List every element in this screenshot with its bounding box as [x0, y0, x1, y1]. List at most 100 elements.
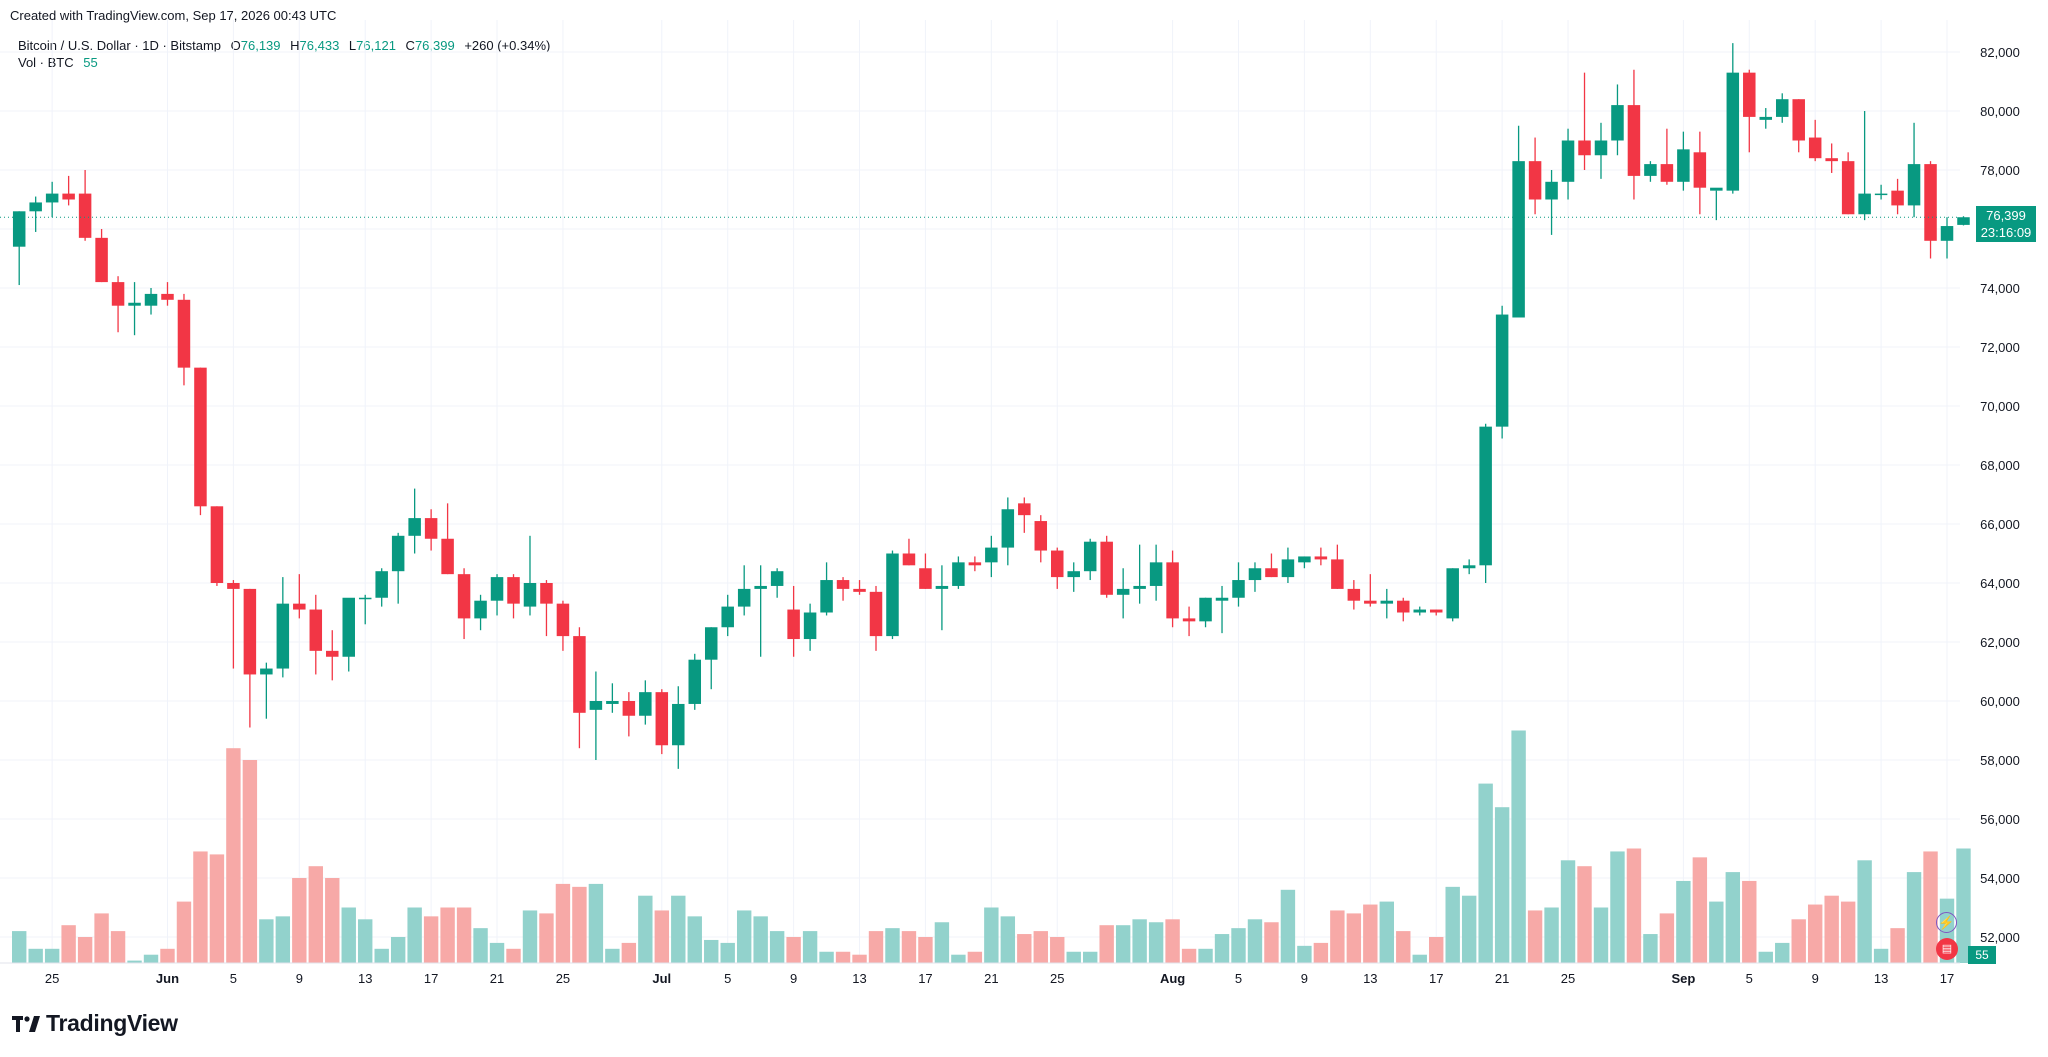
candle-body	[639, 692, 652, 716]
volume-bar	[1050, 937, 1065, 963]
candle-body	[589, 701, 603, 710]
volume-bar	[259, 919, 274, 963]
volume-bar	[193, 851, 208, 963]
volume-bar	[1890, 928, 1905, 963]
volume-bar	[1758, 951, 1773, 963]
volume-bar	[292, 878, 307, 963]
candle-body	[1677, 149, 1690, 182]
candle-body	[1364, 600, 1377, 604]
volume-label[interactable]: Vol · BTC	[18, 55, 74, 70]
volume-bar	[275, 916, 291, 963]
volume-bar	[1148, 922, 1164, 963]
candle-body	[177, 299, 191, 368]
tradingview-logo[interactable]: TradingView	[12, 1010, 178, 1037]
candle-body	[1083, 541, 1097, 572]
volume-row: Vol · BTC 55	[18, 54, 550, 71]
volume-bar	[1577, 866, 1592, 963]
y-tick-label: 56,000	[1980, 812, 2020, 827]
volume-bar	[1033, 931, 1048, 963]
volume-bar	[1527, 910, 1543, 963]
candle-body	[293, 603, 306, 610]
volume-bar	[1461, 895, 1477, 963]
y-axis[interactable]: 52,000 54,000 56,000 58,000 60,000 62,000 64,0…	[1980, 45, 2020, 945]
volume-bar	[555, 883, 571, 963]
candle-body	[358, 597, 372, 600]
candle-body	[1825, 158, 1838, 162]
x-tick-label: 25	[1050, 971, 1064, 986]
candle-body	[1133, 585, 1146, 589]
volume-bar	[1560, 860, 1576, 963]
volume-bar	[28, 948, 43, 963]
candle-body	[375, 571, 388, 598]
volume-bar	[1198, 948, 1213, 963]
grid-lines	[0, 20, 1960, 963]
candle-body	[886, 553, 899, 637]
volume-bar	[506, 948, 521, 963]
volume-bar	[704, 939, 719, 963]
volume-bar	[605, 948, 620, 963]
x-tick-label: 25	[556, 971, 570, 986]
volume-bar	[61, 925, 76, 963]
candle-body	[803, 612, 817, 640]
volume-bar	[1956, 848, 1971, 963]
volume-bar	[160, 948, 175, 963]
volume-bar	[835, 951, 851, 963]
candle-body	[1858, 193, 1871, 215]
volume-bars	[12, 730, 1971, 963]
x-axis[interactable]: 25 Jun 5 9 13 17 21 25 Jul 5 9 13 17 21 25 Aug 5 9 13 17 21 2…	[45, 971, 1954, 986]
volume-bar	[1297, 945, 1312, 963]
candle-body	[1347, 588, 1361, 601]
volume-bar	[1494, 807, 1510, 963]
candle-body	[1413, 609, 1426, 613]
volume-bar	[1544, 907, 1559, 963]
candle-body	[1265, 568, 1278, 578]
candle-body	[1561, 140, 1575, 182]
x-tick-label: 9	[296, 971, 303, 986]
x-tick-label: 13	[852, 971, 866, 986]
volume-bar	[1676, 880, 1691, 963]
x-tick-label: 17	[918, 971, 932, 986]
volume-bar	[1330, 910, 1345, 963]
candle-body	[194, 367, 207, 507]
candle-body	[1331, 559, 1344, 589]
high-label: H	[290, 38, 300, 53]
candle-body	[326, 650, 339, 657]
candle-body	[1957, 217, 1970, 225]
volume-bar	[1280, 889, 1296, 963]
candle-body	[919, 568, 932, 589]
volume-bar	[143, 954, 159, 963]
close-label: C	[405, 38, 415, 53]
candle-body	[1232, 580, 1245, 598]
candle-body	[1874, 193, 1888, 196]
volume-bar	[1214, 934, 1230, 963]
candle-body	[770, 571, 784, 586]
candle-body	[1051, 550, 1064, 578]
candle-body	[622, 701, 636, 716]
volume-bar	[1429, 937, 1444, 963]
volume-bar	[77, 937, 93, 963]
volume-bar	[720, 942, 735, 963]
volume-bar	[1083, 951, 1098, 963]
volume-bar	[456, 907, 472, 963]
volume-bar	[687, 916, 702, 963]
volume-bar	[901, 931, 917, 963]
lightning-icon[interactable]: ⚡	[1936, 912, 1957, 933]
tradingview-wordmark: TradingView	[46, 1010, 178, 1036]
volume-bar	[868, 931, 884, 963]
volume-bar	[489, 942, 505, 963]
volume-bar	[572, 886, 587, 963]
candle-body	[1545, 181, 1558, 200]
x-tick-label: Aug	[1160, 971, 1185, 986]
candle-body	[1841, 161, 1855, 215]
symbol-title[interactable]: Bitcoin / U.S. Dollar · 1D · Bitstamp	[18, 38, 221, 53]
volume-bar	[176, 901, 192, 963]
volume-bar	[951, 954, 966, 963]
last-price-tag: 76,399 23:16:09	[1976, 206, 2036, 242]
candle-body	[1462, 565, 1476, 569]
candle-body	[1924, 164, 1937, 241]
candle-body	[441, 538, 454, 575]
candle-body	[276, 603, 290, 669]
x-tick-label: Sep	[1671, 971, 1695, 986]
volume-bar	[1165, 919, 1180, 963]
price-chart[interactable]: 52,000 54,000 56,000 58,000 60,000 62,000 64,0…	[0, 0, 2048, 1000]
